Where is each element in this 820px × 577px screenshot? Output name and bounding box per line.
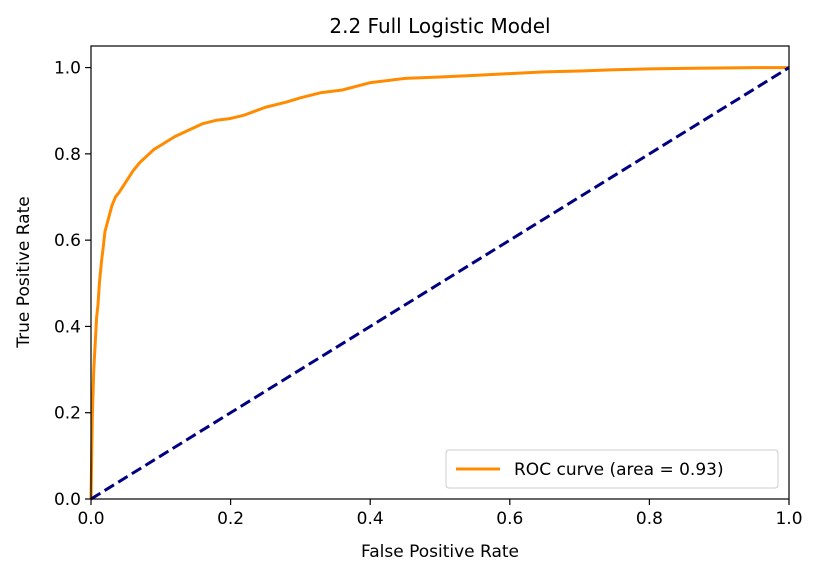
x-tick-label: 0.6	[496, 509, 523, 529]
chart-title: 2.2 Full Logistic Model	[329, 14, 550, 38]
roc-curve-line	[89, 66, 789, 500]
y-tick-label: 1.0	[54, 59, 81, 79]
x-tick-label: 0.2	[217, 509, 244, 529]
chance-diagonal-line	[90, 66, 790, 501]
x-tick-label: 0.4	[357, 509, 384, 529]
legend-label-roc: ROC curve (area = 0.93)	[514, 460, 724, 480]
legend: ROC curve (area = 0.93)	[445, 449, 779, 489]
legend-box	[445, 449, 779, 489]
plot-area	[89, 66, 790, 501]
y-tick-label: 0.6	[54, 231, 81, 251]
y-axis-title: True Positive Rate	[14, 196, 34, 348]
y-tick-label: 0.0	[54, 490, 81, 510]
y-axis: 0.0 0.2 0.4 0.6 0.8 1.0	[54, 59, 91, 510]
plot-frame	[90, 45, 790, 500]
x-tick-label: 0.0	[77, 509, 104, 529]
x-tick-label: 1.0	[775, 509, 802, 529]
x-axis-title: False Positive Rate	[361, 542, 519, 562]
y-tick-label: 0.8	[54, 145, 81, 165]
y-tick-label: 0.4	[54, 317, 81, 337]
y-tick-label: 0.2	[54, 404, 81, 424]
x-axis: 0.0 0.2 0.4 0.6 0.8 1.0	[77, 499, 803, 529]
x-tick-label: 0.8	[636, 509, 663, 529]
